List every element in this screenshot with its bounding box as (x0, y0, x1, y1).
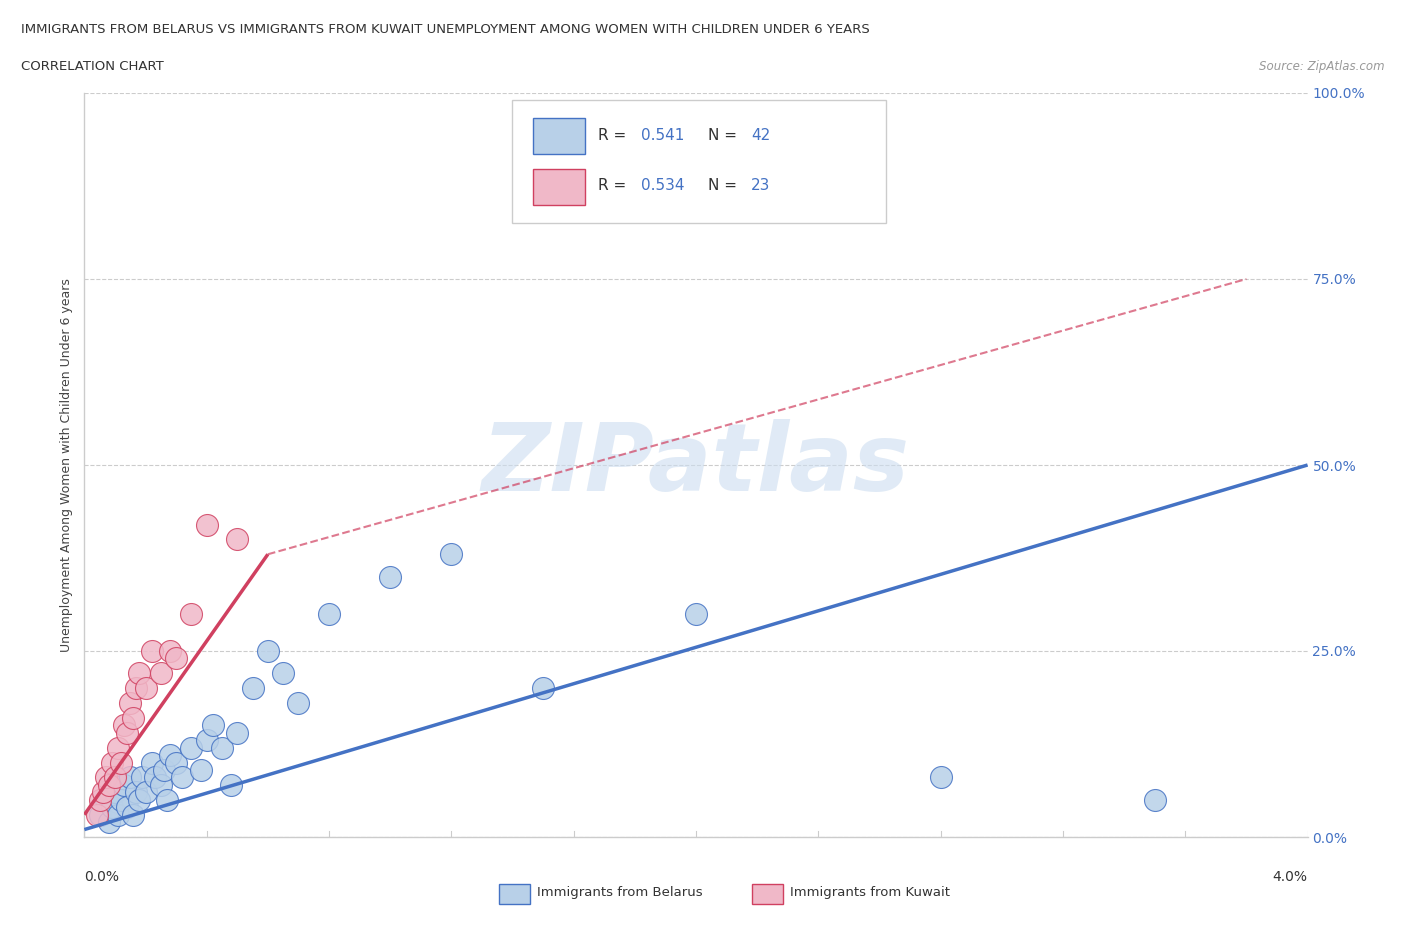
Point (115, 800, 138, 815)
Point (143, 770, 166, 785)
Point (135, 681, 157, 696)
Point (195, 733, 218, 748)
Point (141, 644, 163, 658)
Point (122, 807, 145, 822)
Point (172, 770, 194, 785)
Point (159, 644, 181, 658)
Point (271, 666, 294, 681)
Point (110, 792, 132, 807)
Point (97, 815, 120, 830)
Point (94, 792, 117, 807)
Point (91, 785, 114, 800)
Point (128, 666, 150, 681)
Text: IMMIGRANTS FROM BELARUS VS IMMIGRANTS FROM KUWAIT UNEMPLOYMENT AMONG WOMEN WITH : IMMIGRANTS FROM BELARUS VS IMMIGRANTS FR… (21, 23, 870, 36)
Point (440, 547, 463, 562)
Point (242, 681, 264, 696)
Point (156, 792, 179, 807)
Text: 23: 23 (751, 179, 770, 193)
Point (107, 807, 129, 822)
Point (180, 606, 202, 621)
Point (287, 696, 309, 711)
Point (94, 770, 117, 785)
Point (125, 785, 148, 800)
Y-axis label: Unemployment Among Women with Children Under 6 years: Unemployment Among Women with Children U… (60, 278, 73, 652)
Point (180, 740, 202, 755)
Text: R =: R = (598, 128, 631, 143)
Point (120, 770, 142, 785)
Point (149, 777, 172, 792)
Point (380, 569, 402, 584)
Text: N =: N = (709, 179, 742, 193)
Point (201, 718, 224, 733)
Text: ZIPatlas: ZIPatlas (482, 419, 910, 511)
Text: R =: R = (598, 179, 631, 193)
Text: CORRELATION CHART: CORRELATION CHART (21, 60, 165, 73)
Point (226, 725, 249, 740)
Point (86, 807, 108, 822)
Point (104, 770, 127, 785)
Point (257, 644, 280, 658)
Point (112, 718, 135, 733)
Point (89, 792, 111, 807)
Point (131, 770, 153, 785)
Point (141, 755, 163, 770)
Point (97, 777, 120, 792)
Point (125, 681, 148, 696)
Point (165, 755, 187, 770)
Point (128, 792, 150, 807)
Point (685, 606, 707, 621)
Point (153, 763, 176, 777)
Point (149, 666, 172, 681)
Point (929, 770, 952, 785)
Point (112, 777, 135, 792)
Point (135, 785, 157, 800)
Text: Source: ZipAtlas.com: Source: ZipAtlas.com (1260, 60, 1385, 73)
Text: 0.534: 0.534 (641, 179, 685, 193)
Point (104, 770, 127, 785)
Point (89, 807, 111, 822)
FancyBboxPatch shape (533, 118, 585, 154)
Text: 4.0%: 4.0% (1272, 870, 1308, 884)
Point (1143, 792, 1166, 807)
Point (195, 517, 218, 532)
Text: 42: 42 (751, 128, 770, 143)
Point (165, 651, 187, 666)
Text: N =: N = (709, 128, 742, 143)
Point (219, 777, 242, 792)
FancyBboxPatch shape (533, 169, 585, 205)
Point (104, 785, 127, 800)
Text: Immigrants from Kuwait: Immigrants from Kuwait (790, 886, 950, 899)
Point (226, 532, 249, 547)
Point (190, 763, 212, 777)
Point (101, 755, 124, 770)
Text: 0.541: 0.541 (641, 128, 685, 143)
Point (211, 740, 233, 755)
Point (107, 740, 129, 755)
Text: Immigrants from Belarus: Immigrants from Belarus (537, 886, 703, 899)
FancyBboxPatch shape (512, 100, 886, 223)
Point (115, 725, 138, 740)
Point (159, 748, 181, 763)
Point (101, 800, 124, 815)
Point (122, 711, 145, 725)
Text: 0.0%: 0.0% (84, 870, 120, 884)
Point (318, 606, 340, 621)
Point (531, 681, 554, 696)
Point (120, 696, 142, 711)
Point (110, 755, 132, 770)
